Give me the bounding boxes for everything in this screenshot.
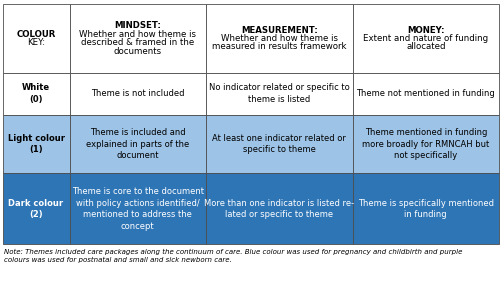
Text: MINDSET:: MINDSET: [114, 21, 161, 30]
Bar [70, 174, 206, 244]
Bar [70, 115, 206, 174]
Bar [2, 115, 70, 174]
Bar [206, 174, 352, 244]
Text: described & framed in the: described & framed in the [81, 38, 194, 47]
Text: Extent and nature of funding: Extent and nature of funding [363, 34, 488, 43]
Text: Theme is specifically mentioned
in funding: Theme is specifically mentioned in fundi… [358, 199, 494, 219]
Text: KEY:: KEY: [27, 38, 45, 47]
Text: More than one indicator is listed re-
lated or specific to theme: More than one indicator is listed re- la… [204, 199, 354, 219]
Text: MONEY:: MONEY: [407, 26, 445, 35]
Text: MEASUREMENT:: MEASUREMENT: [241, 26, 318, 35]
Bar [352, 73, 499, 115]
Text: Whether and how theme is: Whether and how theme is [221, 34, 338, 43]
Text: White
(0): White (0) [22, 83, 50, 104]
Bar [70, 73, 206, 115]
Text: COLOUR: COLOUR [16, 30, 56, 39]
Text: Theme is core to the document
with policy actions identified/
mentioned to addre: Theme is core to the document with polic… [72, 187, 204, 231]
Bar [352, 174, 499, 244]
Bar [206, 115, 352, 174]
Text: allocated: allocated [406, 42, 446, 51]
Text: documents: documents [114, 47, 162, 55]
Text: Theme mentioned in funding
more broadly for RMNCAH but
not specifically: Theme mentioned in funding more broadly … [362, 128, 490, 160]
Bar [352, 4, 499, 73]
Bar [206, 73, 352, 115]
Text: Theme is included and
explained in parts of the
document: Theme is included and explained in parts… [86, 128, 190, 160]
Text: Theme not mentioned in funding: Theme not mentioned in funding [356, 89, 495, 98]
Text: No indicator related or specific to
theme is listed: No indicator related or specific to them… [209, 83, 350, 104]
Text: At least one indicator related or
specific to theme: At least one indicator related or specif… [212, 134, 346, 154]
Text: Light colour
(1): Light colour (1) [8, 134, 64, 154]
Text: measured in results framework: measured in results framework [212, 42, 346, 51]
Bar [206, 4, 352, 73]
Bar [2, 174, 70, 244]
Text: Whether and how theme is: Whether and how theme is [80, 30, 196, 39]
Bar [2, 4, 70, 73]
Text: Theme is not included: Theme is not included [91, 89, 184, 98]
Bar [70, 4, 206, 73]
Bar [2, 73, 70, 115]
Text: Dark colour
(2): Dark colour (2) [8, 199, 64, 219]
Bar [352, 115, 499, 174]
Text: Note: Themes included care packages along the continuum of care. Blue colour was: Note: Themes included care packages alon… [4, 248, 462, 262]
